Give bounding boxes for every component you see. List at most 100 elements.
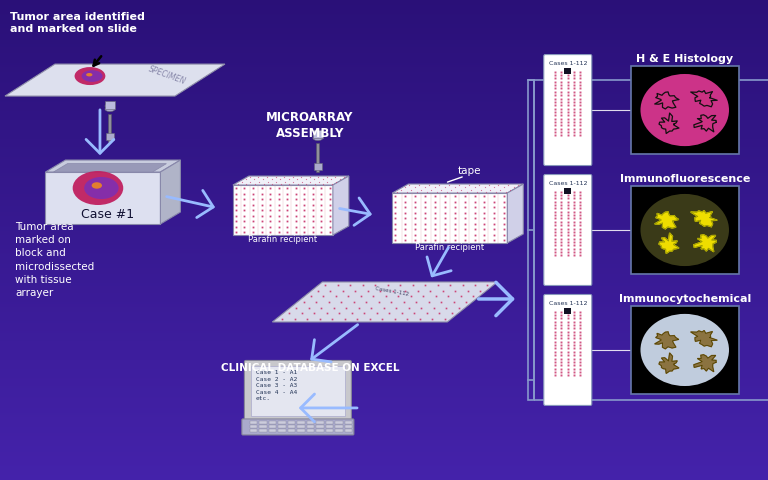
Bar	[0, 292, 768, 293]
Bar	[0, 438, 768, 439]
Text: Cases 1-112: Cases 1-112	[548, 301, 587, 306]
Bar	[0, 405, 768, 406]
Bar	[326, 425, 333, 428]
Bar	[0, 411, 768, 412]
Bar	[0, 42, 768, 43]
Bar	[0, 453, 768, 454]
Bar	[0, 427, 768, 428]
Bar	[0, 291, 768, 292]
Bar	[0, 338, 768, 339]
Ellipse shape	[86, 73, 92, 76]
FancyBboxPatch shape	[544, 294, 592, 406]
Bar	[278, 429, 286, 432]
Bar	[0, 422, 768, 423]
Bar	[0, 30, 768, 31]
Bar	[0, 340, 768, 341]
Bar	[0, 417, 768, 418]
Bar	[0, 269, 768, 270]
Bar	[0, 176, 768, 177]
Bar	[0, 48, 768, 49]
Bar	[0, 150, 768, 151]
Bar	[0, 332, 768, 333]
Bar	[0, 75, 768, 76]
Bar	[0, 304, 768, 305]
Bar	[0, 24, 768, 25]
Polygon shape	[690, 211, 717, 227]
Bar	[0, 286, 768, 287]
Bar	[0, 408, 768, 409]
Bar	[0, 76, 768, 77]
Bar	[0, 398, 768, 399]
Bar	[307, 425, 314, 428]
Bar	[0, 276, 768, 277]
Polygon shape	[45, 160, 180, 172]
Bar	[0, 303, 768, 304]
Bar	[0, 160, 768, 161]
Bar	[0, 4, 768, 5]
Bar	[0, 236, 768, 237]
Bar	[0, 421, 768, 422]
Bar	[0, 471, 768, 472]
Bar	[0, 397, 768, 398]
Bar	[0, 440, 768, 441]
Bar	[0, 124, 768, 125]
Bar	[0, 297, 768, 298]
Polygon shape	[654, 332, 679, 349]
Bar	[0, 73, 768, 74]
Bar	[0, 305, 768, 306]
Bar	[631, 306, 739, 394]
Bar	[0, 339, 768, 340]
Bar	[0, 41, 768, 42]
Bar	[0, 321, 768, 322]
Bar	[0, 229, 768, 230]
Bar	[0, 101, 768, 102]
Bar	[0, 378, 768, 379]
Bar	[0, 455, 768, 456]
Bar	[0, 435, 768, 436]
Bar	[0, 418, 768, 419]
Bar	[0, 260, 768, 261]
Bar	[0, 364, 768, 365]
Bar	[0, 177, 768, 178]
Bar	[0, 374, 768, 375]
Bar	[0, 479, 768, 480]
Bar	[0, 299, 768, 300]
Bar	[0, 302, 768, 303]
Bar	[0, 268, 768, 269]
Bar	[0, 348, 768, 349]
Bar	[0, 183, 768, 184]
Bar	[106, 133, 114, 140]
Bar	[0, 475, 768, 476]
Bar	[0, 161, 768, 162]
Bar	[0, 2, 768, 3]
Bar	[0, 215, 768, 216]
Bar	[0, 235, 768, 236]
Bar	[0, 102, 768, 103]
Bar	[0, 350, 768, 351]
Bar	[0, 477, 768, 478]
Bar	[0, 189, 768, 190]
Polygon shape	[694, 355, 716, 372]
Polygon shape	[654, 92, 679, 109]
Bar	[0, 289, 768, 290]
Ellipse shape	[91, 182, 102, 189]
Text: CLINICAL DATABASE ON EXCEL: CLINICAL DATABASE ON EXCEL	[220, 363, 399, 373]
Bar	[0, 22, 768, 23]
Bar	[0, 232, 768, 233]
Bar	[0, 250, 768, 251]
Bar	[0, 18, 768, 19]
Bar	[0, 170, 768, 171]
Bar	[0, 104, 768, 105]
Bar	[0, 356, 768, 357]
Bar	[0, 184, 768, 185]
Bar	[250, 421, 257, 424]
Bar	[0, 237, 768, 238]
Bar	[564, 308, 571, 314]
Bar	[0, 149, 768, 150]
Bar	[316, 429, 324, 432]
Bar	[0, 95, 768, 96]
Bar	[0, 243, 768, 244]
Bar	[0, 145, 768, 146]
Bar	[0, 328, 768, 329]
Bar	[0, 37, 768, 38]
